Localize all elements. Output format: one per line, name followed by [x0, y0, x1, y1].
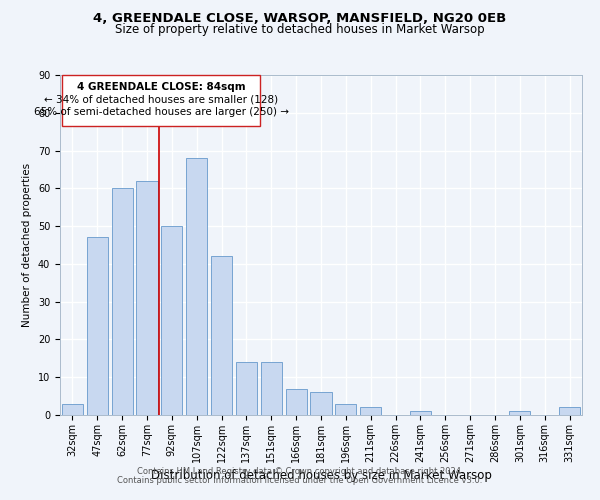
Text: ← 34% of detached houses are smaller (128): ← 34% of detached houses are smaller (12… [44, 94, 278, 104]
Bar [236, 362, 257, 415]
Bar [360, 408, 381, 415]
Text: 4 GREENDALE CLOSE: 84sqm: 4 GREENDALE CLOSE: 84sqm [77, 82, 245, 92]
Bar [559, 408, 580, 415]
Bar [286, 388, 307, 415]
Bar [509, 411, 530, 415]
Bar [261, 362, 282, 415]
Bar [335, 404, 356, 415]
Bar [136, 181, 158, 415]
Text: Size of property relative to detached houses in Market Warsop: Size of property relative to detached ho… [115, 22, 485, 36]
Bar [310, 392, 332, 415]
Bar [410, 411, 431, 415]
Text: Contains HM Land Registry data © Crown copyright and database right 2024.: Contains HM Land Registry data © Crown c… [137, 467, 463, 476]
Bar [62, 404, 83, 415]
FancyBboxPatch shape [62, 75, 260, 126]
Text: 65% of semi-detached houses are larger (250) →: 65% of semi-detached houses are larger (… [34, 108, 289, 118]
X-axis label: Distribution of detached houses by size in Market Warsop: Distribution of detached houses by size … [151, 469, 491, 482]
Bar [211, 256, 232, 415]
Bar [161, 226, 182, 415]
Y-axis label: Number of detached properties: Number of detached properties [22, 163, 32, 327]
Text: Contains public sector information licensed under the Open Government Licence v3: Contains public sector information licen… [118, 476, 482, 485]
Text: 4, GREENDALE CLOSE, WARSOP, MANSFIELD, NG20 0EB: 4, GREENDALE CLOSE, WARSOP, MANSFIELD, N… [94, 12, 506, 26]
Bar [112, 188, 133, 415]
Bar [186, 158, 207, 415]
Bar [87, 238, 108, 415]
